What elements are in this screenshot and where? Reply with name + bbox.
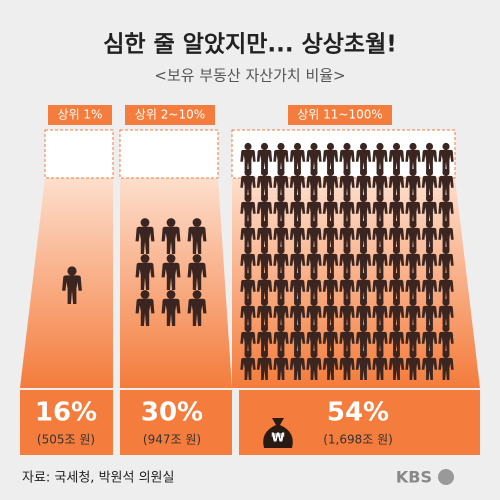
logo-mark [438,469,454,485]
group-label: 상위 11~100% [297,108,383,122]
logo: KBS [396,468,432,487]
percent: 54% [327,398,389,428]
svg-text:₩: ₩ [271,431,285,445]
money-bag-icon: ₩ [263,418,293,448]
group-label: 상위 2~10% [135,108,205,122]
source: 자료: 국세청, 박원석 의원실 [22,471,174,486]
percent: 30% [141,398,203,428]
amount: (505조 원) [37,433,95,447]
panel-top [119,129,219,179]
label-box [288,105,392,125]
value-band [120,390,232,455]
panel-top [44,129,114,179]
title: 심한 줄 알았지만... 상상초월! [103,32,396,58]
panel [232,130,480,388]
label-box [125,105,215,125]
label-box [48,105,112,125]
amount: (1,698조 원) [323,433,393,447]
percent: 16% [35,398,97,428]
amount: (947조 원) [143,433,201,447]
group-label: 상위 1% [58,108,103,122]
subtitle: <보유 부동산 자산가치 비율> [154,67,345,85]
value-band [20,390,113,455]
panel [20,130,113,388]
